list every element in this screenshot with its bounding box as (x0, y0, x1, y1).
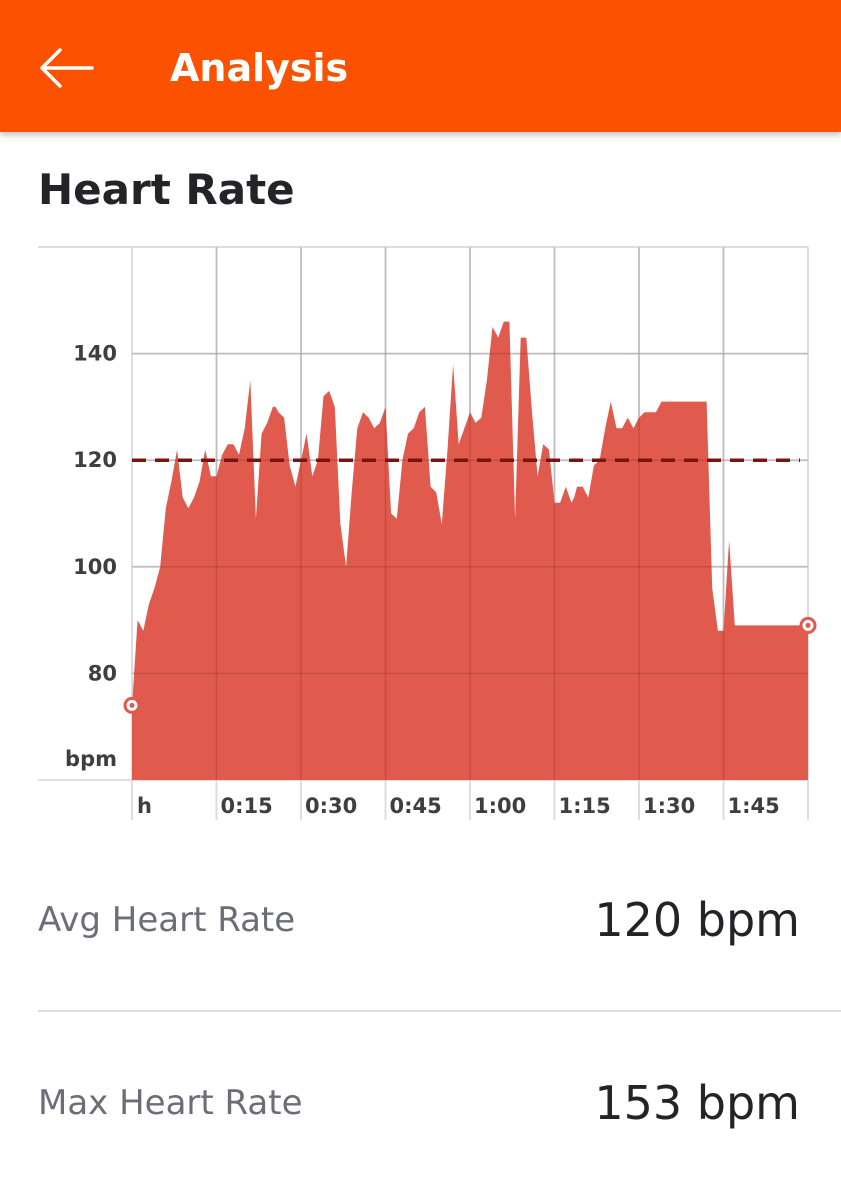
y-axis-label: bpm (65, 747, 117, 771)
heart-rate-area (132, 321, 808, 780)
x-tick-label: 1:30 (643, 794, 695, 818)
arrow-left-icon (40, 48, 94, 88)
x-tick-label: 1:00 (474, 794, 526, 818)
max-heart-rate-value: 153 bpm (594, 1076, 800, 1130)
avg-heart-rate-label: Avg Heart Rate (38, 900, 296, 940)
y-tick-label: 100 (73, 555, 117, 579)
page-title: Analysis (170, 46, 349, 90)
heart-rate-chart: 80 100 120 140 bpm h 0:15 0:30 0:45 1:00 1:15 1:30 1… (0, 235, 841, 825)
x-tick-label: 0:15 (221, 794, 273, 818)
y-tick-label: 140 (73, 342, 117, 366)
start-marker-dot (129, 702, 135, 708)
x-tick-label: 0:30 (305, 794, 357, 818)
x-tick-label: 1:15 (559, 794, 611, 818)
x-tick-label: 1:45 (728, 794, 780, 818)
section-title: Heart Rate (38, 165, 295, 214)
y-tick-label: 120 (73, 448, 117, 472)
x-axis-unit-label: h (137, 794, 152, 818)
end-marker-dot (805, 622, 811, 628)
app-bar: Analysis (0, 0, 841, 132)
back-button[interactable] (30, 36, 102, 100)
divider (38, 1010, 841, 1012)
avg-heart-rate-value: 120 bpm (594, 893, 800, 947)
max-heart-rate-row: Max Heart Rate 153 bpm (38, 1053, 800, 1153)
y-tick-label: 80 (88, 661, 117, 685)
x-tick-label: 0:45 (390, 794, 442, 818)
avg-heart-rate-row: Avg Heart Rate 120 bpm (38, 870, 800, 970)
max-heart-rate-label: Max Heart Rate (38, 1083, 303, 1123)
